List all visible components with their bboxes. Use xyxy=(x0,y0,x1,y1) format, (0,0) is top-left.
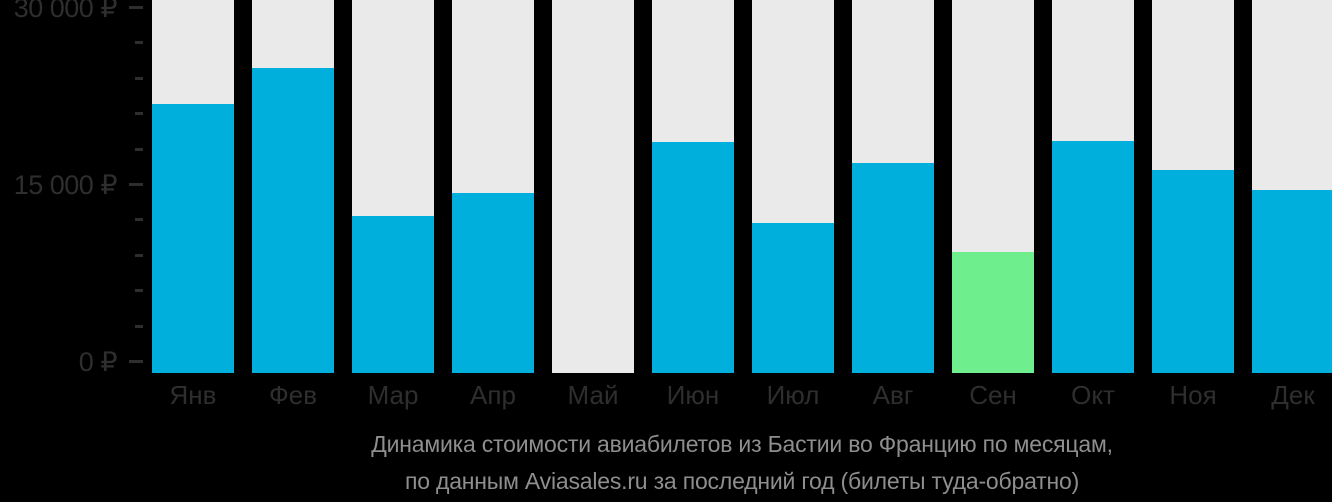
price-bar-jan[interactable] xyxy=(152,104,234,373)
x-label-jun: Июн xyxy=(666,380,720,410)
chart-title: Динамика стоимости авиабилетов из Бастии… xyxy=(371,431,1113,457)
y-major-tick-0 xyxy=(129,360,143,363)
price-bar-jun[interactable] xyxy=(652,142,734,373)
price-bar-aug[interactable] xyxy=(852,163,934,373)
x-label-dec: Дек xyxy=(1271,380,1315,410)
x-label-feb: Фев xyxy=(268,380,318,410)
y-minor-tick-6000 xyxy=(135,289,143,293)
x-label-apr: Апр xyxy=(470,380,516,410)
y-minor-tick-9000 xyxy=(135,253,143,257)
chart-caption: Динамика стоимости авиабилетов из Бастии… xyxy=(152,426,1332,500)
price-bar-apr[interactable] xyxy=(452,192,534,373)
price-bar-oct[interactable] xyxy=(1052,140,1134,373)
x-label-aug: Авг xyxy=(872,380,914,410)
y-minor-tick-21000 xyxy=(135,112,143,116)
x-label-jul: Июл xyxy=(766,380,820,410)
x-label-jan: Янв xyxy=(169,380,217,410)
bar-track-jun xyxy=(652,0,734,373)
x-label-nov: Ноя xyxy=(1169,380,1217,410)
x-label-mar: Мар xyxy=(367,380,419,410)
price-bar-jul[interactable] xyxy=(752,223,834,373)
price-bar-sep[interactable] xyxy=(952,251,1034,373)
bar-track-dec xyxy=(1252,0,1332,373)
y-minor-tick-24000 xyxy=(135,76,143,80)
y-minor-tick-3000 xyxy=(135,324,143,328)
x-label-sep: Сен xyxy=(969,380,1017,410)
price-bar-feb[interactable] xyxy=(252,67,334,373)
y-axis-label-15000: 15 000 ₽ xyxy=(13,169,118,200)
bar-track-apr xyxy=(452,0,534,373)
plot-area: 0 ₽ 15 000 ₽ 30 000 ₽ xyxy=(13,0,1332,377)
y-axis-label-30000: 30 000 ₽ xyxy=(13,0,118,23)
y-major-tick-15000 xyxy=(129,183,143,186)
y-minor-tick-18000 xyxy=(135,147,143,151)
bar-track-jul xyxy=(752,0,834,373)
y-major-tick-30000 xyxy=(129,6,143,9)
bar-track-feb xyxy=(252,0,334,373)
x-label-oct: Окт xyxy=(1071,380,1115,410)
y-minor-tick-12000 xyxy=(135,218,143,222)
bar-track-may xyxy=(552,0,634,373)
y-minor-tick-27000 xyxy=(135,41,143,45)
bar-track-sep xyxy=(952,0,1034,373)
bar-track-oct xyxy=(1052,0,1134,373)
price-bar-dec[interactable] xyxy=(1252,190,1332,373)
bar-track-mar xyxy=(352,0,434,373)
price-bar-mar[interactable] xyxy=(352,216,434,373)
bar-track-aug xyxy=(852,0,934,373)
x-label-may: Май xyxy=(567,380,619,410)
y-axis-label-0: 0 ₽ xyxy=(78,346,118,377)
price-bar-nov[interactable] xyxy=(1152,170,1234,373)
bar-track-jan xyxy=(152,0,234,373)
bar-track-nov xyxy=(1152,0,1234,373)
chart-subtitle: по данным Aviasales.ru за последний год … xyxy=(404,468,1080,494)
